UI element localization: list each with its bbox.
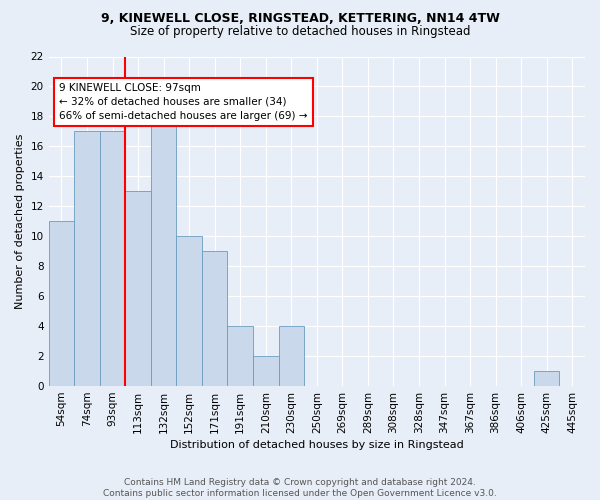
Y-axis label: Number of detached properties: Number of detached properties xyxy=(15,134,25,309)
Bar xyxy=(202,251,227,386)
X-axis label: Distribution of detached houses by size in Ringstead: Distribution of detached houses by size … xyxy=(170,440,464,450)
Bar xyxy=(100,132,125,386)
Bar xyxy=(227,326,253,386)
Bar xyxy=(176,236,202,386)
Bar xyxy=(253,356,278,386)
Bar xyxy=(49,222,74,386)
Bar xyxy=(278,326,304,386)
Bar xyxy=(534,371,559,386)
Text: Contains HM Land Registry data © Crown copyright and database right 2024.
Contai: Contains HM Land Registry data © Crown c… xyxy=(103,478,497,498)
Text: 9, KINEWELL CLOSE, RINGSTEAD, KETTERING, NN14 4TW: 9, KINEWELL CLOSE, RINGSTEAD, KETTERING,… xyxy=(101,12,499,26)
Text: Size of property relative to detached houses in Ringstead: Size of property relative to detached ho… xyxy=(130,25,470,38)
Bar xyxy=(74,132,100,386)
Text: 9 KINEWELL CLOSE: 97sqm
← 32% of detached houses are smaller (34)
66% of semi-de: 9 KINEWELL CLOSE: 97sqm ← 32% of detache… xyxy=(59,83,308,121)
Bar xyxy=(151,116,176,386)
Bar xyxy=(125,192,151,386)
